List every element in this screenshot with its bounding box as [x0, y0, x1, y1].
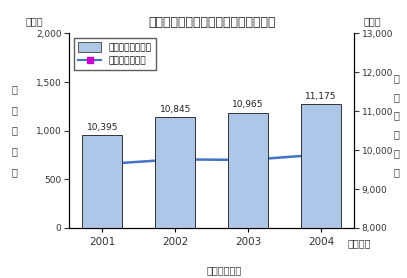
Text: （年度）: （年度） — [348, 238, 372, 248]
Text: 所: 所 — [394, 111, 400, 121]
Bar — [82, 135, 122, 278]
Text: 定: 定 — [394, 130, 400, 140]
Text: 機: 機 — [11, 105, 17, 115]
Text: 11,175: 11,175 — [305, 92, 337, 101]
Text: 童: 童 — [11, 147, 17, 157]
Text: 保: 保 — [394, 73, 400, 83]
Bar — [228, 113, 268, 278]
Text: 待: 待 — [11, 84, 17, 94]
Bar — [155, 117, 195, 278]
Text: 755: 755 — [313, 160, 330, 169]
Text: 数: 数 — [11, 167, 17, 177]
Bar — [301, 104, 341, 278]
Legend: 認可保育所定員数, 入所待機児童数: 認可保育所定員数, 入所待機児童数 — [74, 38, 155, 70]
Text: 育: 育 — [394, 92, 400, 102]
Text: 655: 655 — [94, 170, 111, 178]
Text: 10,965: 10,965 — [232, 100, 264, 110]
Text: （人）: （人） — [363, 16, 381, 26]
Text: （人）: （人） — [26, 16, 44, 26]
Text: 員: 員 — [394, 148, 400, 158]
Title: 保育所等受入枠拡大と待機児童の推移: 保育所等受入枠拡大と待機児童の推移 — [148, 16, 276, 29]
Text: 699: 699 — [239, 165, 257, 174]
Text: （本市調べ）: （本市調べ） — [206, 265, 241, 275]
Text: 705: 705 — [166, 165, 184, 174]
Text: 児: 児 — [11, 126, 17, 136]
Text: 数: 数 — [394, 167, 400, 177]
Text: 10,845: 10,845 — [160, 105, 191, 114]
Text: 10,395: 10,395 — [86, 123, 118, 131]
